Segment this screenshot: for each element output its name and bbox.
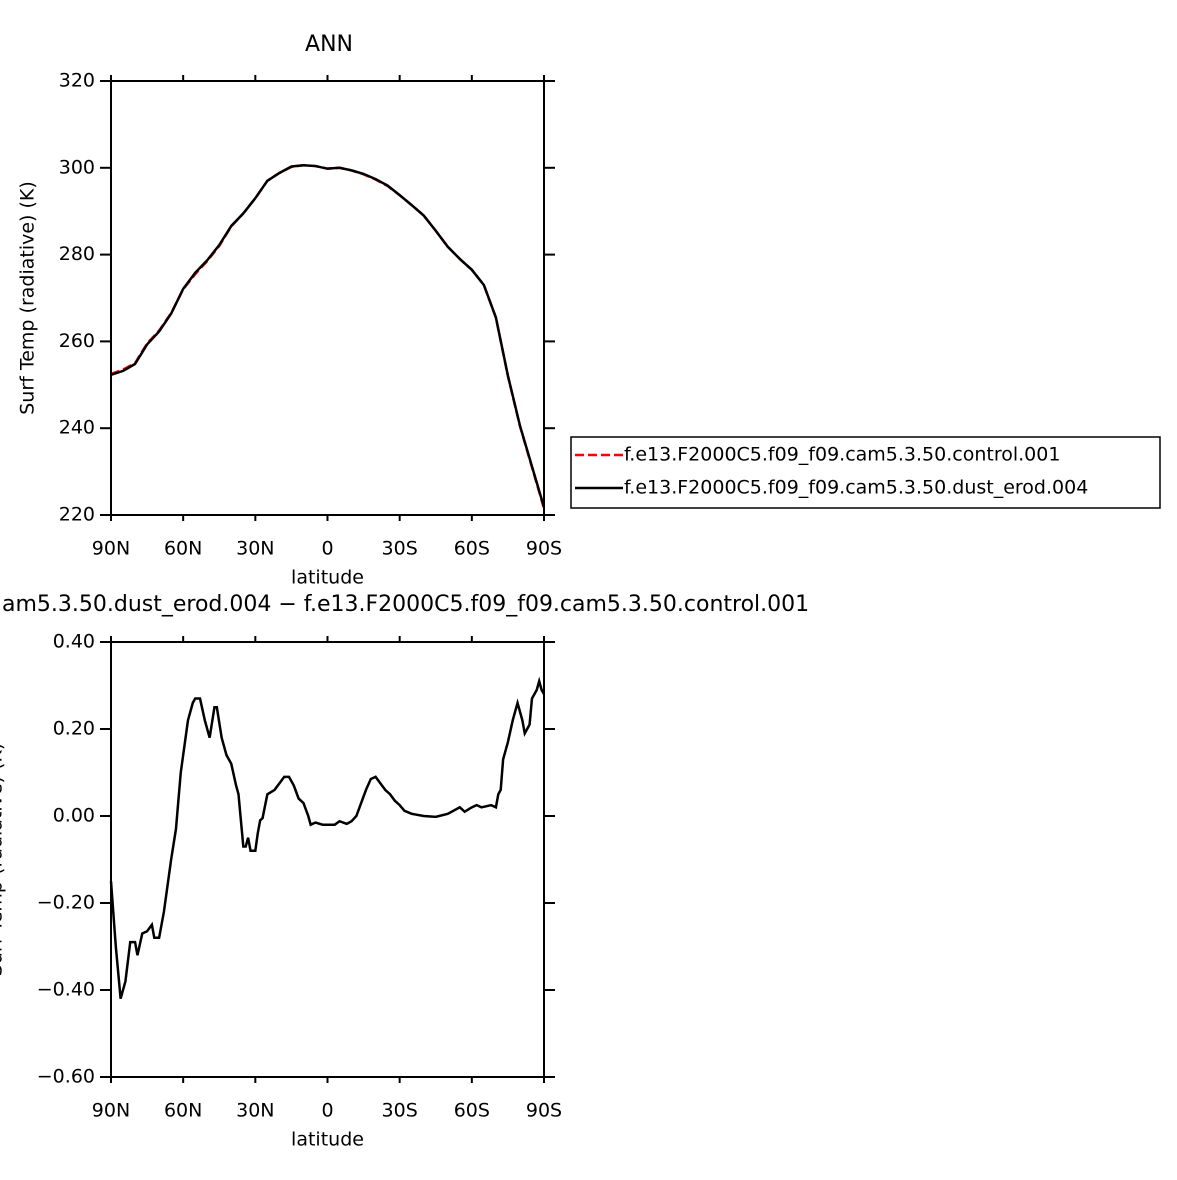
y-tick-label: 0.00 [53,805,95,827]
x-tick-label: 60N [164,538,202,560]
x-tick-label: 60S [454,538,490,560]
data-line [109,676,546,1000]
chart-title: am5.3.50.dust_erod.004 − f.e13.F2000C5.f… [2,592,809,617]
x-tick-label: 30N [236,1100,274,1122]
y-tick-label: 220 [59,504,95,526]
legend-label: f.e13.F2000C5.f09_f09.cam5.3.50.dust_ero… [624,477,1088,499]
data-line [110,163,546,508]
x-axis-label: latitude [291,1129,364,1151]
x-tick-label: 90S [526,538,562,560]
x-tick-label: 90N [92,1100,130,1122]
x-axis-label: latitude [291,567,364,589]
plot-frame [110,80,545,516]
legend-label: f.e13.F2000C5.f09_f09.cam5.3.50.control.… [624,444,1060,466]
x-tick-label: 30S [382,538,418,560]
y-tick-label: 0.40 [53,631,95,653]
y-tick-label: −0.20 [37,892,95,914]
y-tick-label: 240 [59,417,95,439]
y-tick-label: 260 [59,330,95,352]
x-tick-label: 60S [454,1100,490,1122]
y-tick-label: 320 [59,70,95,92]
y-tick-label: −0.40 [37,979,95,1001]
x-tick-label: 90N [92,538,130,560]
y-tick-label: 280 [59,243,95,265]
x-tick-label: 30S [382,1100,418,1122]
x-tick-label: 30N [236,538,274,560]
legend-box [570,436,1161,509]
y-tick-label: 300 [59,156,95,178]
plot-frame [110,641,545,1078]
y-axis-label: Surf Temp (radiative) (K) [17,181,39,415]
data-line [110,163,546,509]
chart-title: ANN [305,32,353,57]
x-tick-label: 0 [321,538,333,560]
x-tick-label: 60N [164,1100,202,1122]
x-tick-label: 90S [526,1100,562,1122]
y-tick-label: 0.20 [53,718,95,740]
y-tick-label: −0.60 [37,1066,95,1088]
x-tick-label: 0 [321,1100,333,1122]
y-axis-label: Surf Temp (radiative) (K) [0,743,7,977]
